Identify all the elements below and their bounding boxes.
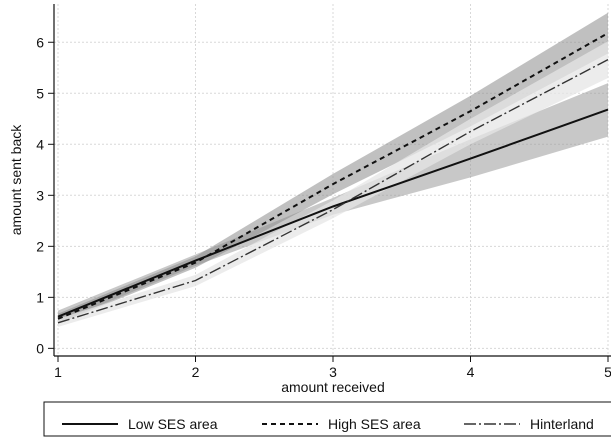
series-line-low-ses <box>57 108 609 318</box>
y-tick-label: 3 <box>36 187 44 203</box>
series-line-hinterland <box>57 58 609 324</box>
x-tick-label: 2 <box>192 364 200 380</box>
legend-label-high-ses: High SES area <box>328 416 421 432</box>
x-tick-label: 5 <box>604 364 611 380</box>
x-tick-label: 1 <box>54 364 62 380</box>
series-lines <box>57 32 609 324</box>
y-tick-label: 1 <box>36 289 44 305</box>
y-tick-label: 2 <box>36 238 44 254</box>
legend-box <box>43 401 611 437</box>
y-tick-label: 6 <box>36 34 44 50</box>
legend: Low SES area High SES area Hinterland <box>43 401 611 437</box>
legend-label-hinterland: Hinterland <box>530 416 594 432</box>
y-axis-label: amount sent back <box>8 124 24 236</box>
series-line-high-ses <box>57 32 609 320</box>
confidence-band-high-ses <box>58 12 608 324</box>
y-tick-label: 5 <box>36 85 44 101</box>
x-tick-label: 3 <box>329 364 337 380</box>
legend-label-low-ses: Low SES area <box>128 416 218 432</box>
y-tick-label: 0 <box>36 340 44 356</box>
x-axis-label: amount received <box>281 379 385 395</box>
x-tick-label: 4 <box>467 364 475 380</box>
y-tick-label: 4 <box>36 136 44 152</box>
